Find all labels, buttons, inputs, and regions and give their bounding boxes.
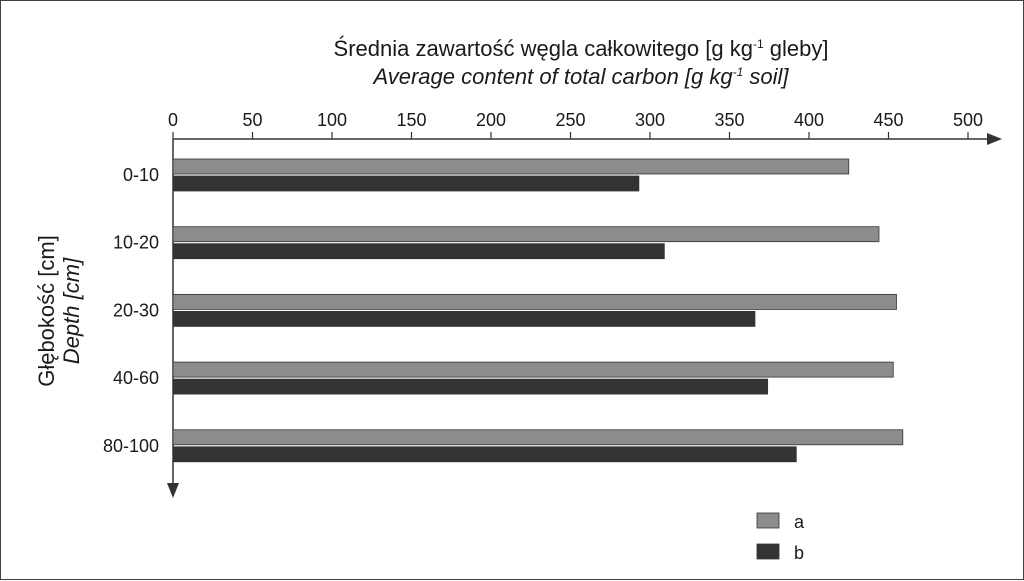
bar-a-80-100 (172, 429, 904, 446)
bar-a-40-60 (172, 361, 894, 378)
legend: a b (756, 512, 805, 563)
x-tick-label: 150 (396, 110, 426, 130)
bars (172, 158, 904, 463)
category-label: 10-20 (113, 233, 159, 253)
category-label: 80-100 (103, 436, 159, 456)
x-tick-label: 50 (242, 110, 262, 130)
x-axis-ticks: 0 50 100 150 200 250 300 350 400 450 500 (168, 110, 983, 139)
x-tick-label: 400 (794, 110, 824, 130)
x-tick-label: 450 (873, 110, 903, 130)
chart-title-english: Average content of total carbon [g kg-1 … (371, 64, 789, 89)
category-label: 40-60 (113, 368, 159, 388)
x-tick-label: 100 (317, 110, 347, 130)
legend-label-a: a (794, 512, 805, 532)
x-tick-label: 350 (714, 110, 744, 130)
x-tick-label: 500 (953, 110, 983, 130)
bar-b-10-20 (172, 243, 665, 260)
bar-b-80-100 (172, 446, 797, 463)
y-axis-label-english: Depth [cm] (59, 257, 84, 364)
bar-b-40-60 (172, 378, 769, 395)
legend-label-b: b (794, 543, 804, 563)
legend-swatch-a (756, 512, 780, 529)
x-tick-label: 0 (168, 110, 178, 130)
chart-title-polish: Średnia zawartość węgla całkowitego [g k… (334, 36, 829, 61)
category-labels: 0-10 10-20 20-30 40-60 80-100 (103, 165, 159, 456)
x-tick-label: 200 (476, 110, 506, 130)
bar-b-20-30 (172, 310, 756, 327)
bar-a-10-20 (172, 226, 880, 243)
y-axis-arrow (167, 483, 179, 498)
x-tick-label: 250 (555, 110, 585, 130)
x-axis-arrow (987, 133, 1002, 145)
category-label: 0-10 (123, 165, 159, 185)
bar-a-20-30 (172, 293, 897, 310)
category-label: 20-30 (113, 300, 159, 320)
bar-b-0-10 (172, 175, 640, 192)
legend-swatch-b (756, 543, 780, 560)
y-axis-label-polish: Głębokość [cm] (34, 235, 59, 387)
bar-a-0-10 (172, 158, 850, 175)
x-tick-label: 300 (635, 110, 665, 130)
